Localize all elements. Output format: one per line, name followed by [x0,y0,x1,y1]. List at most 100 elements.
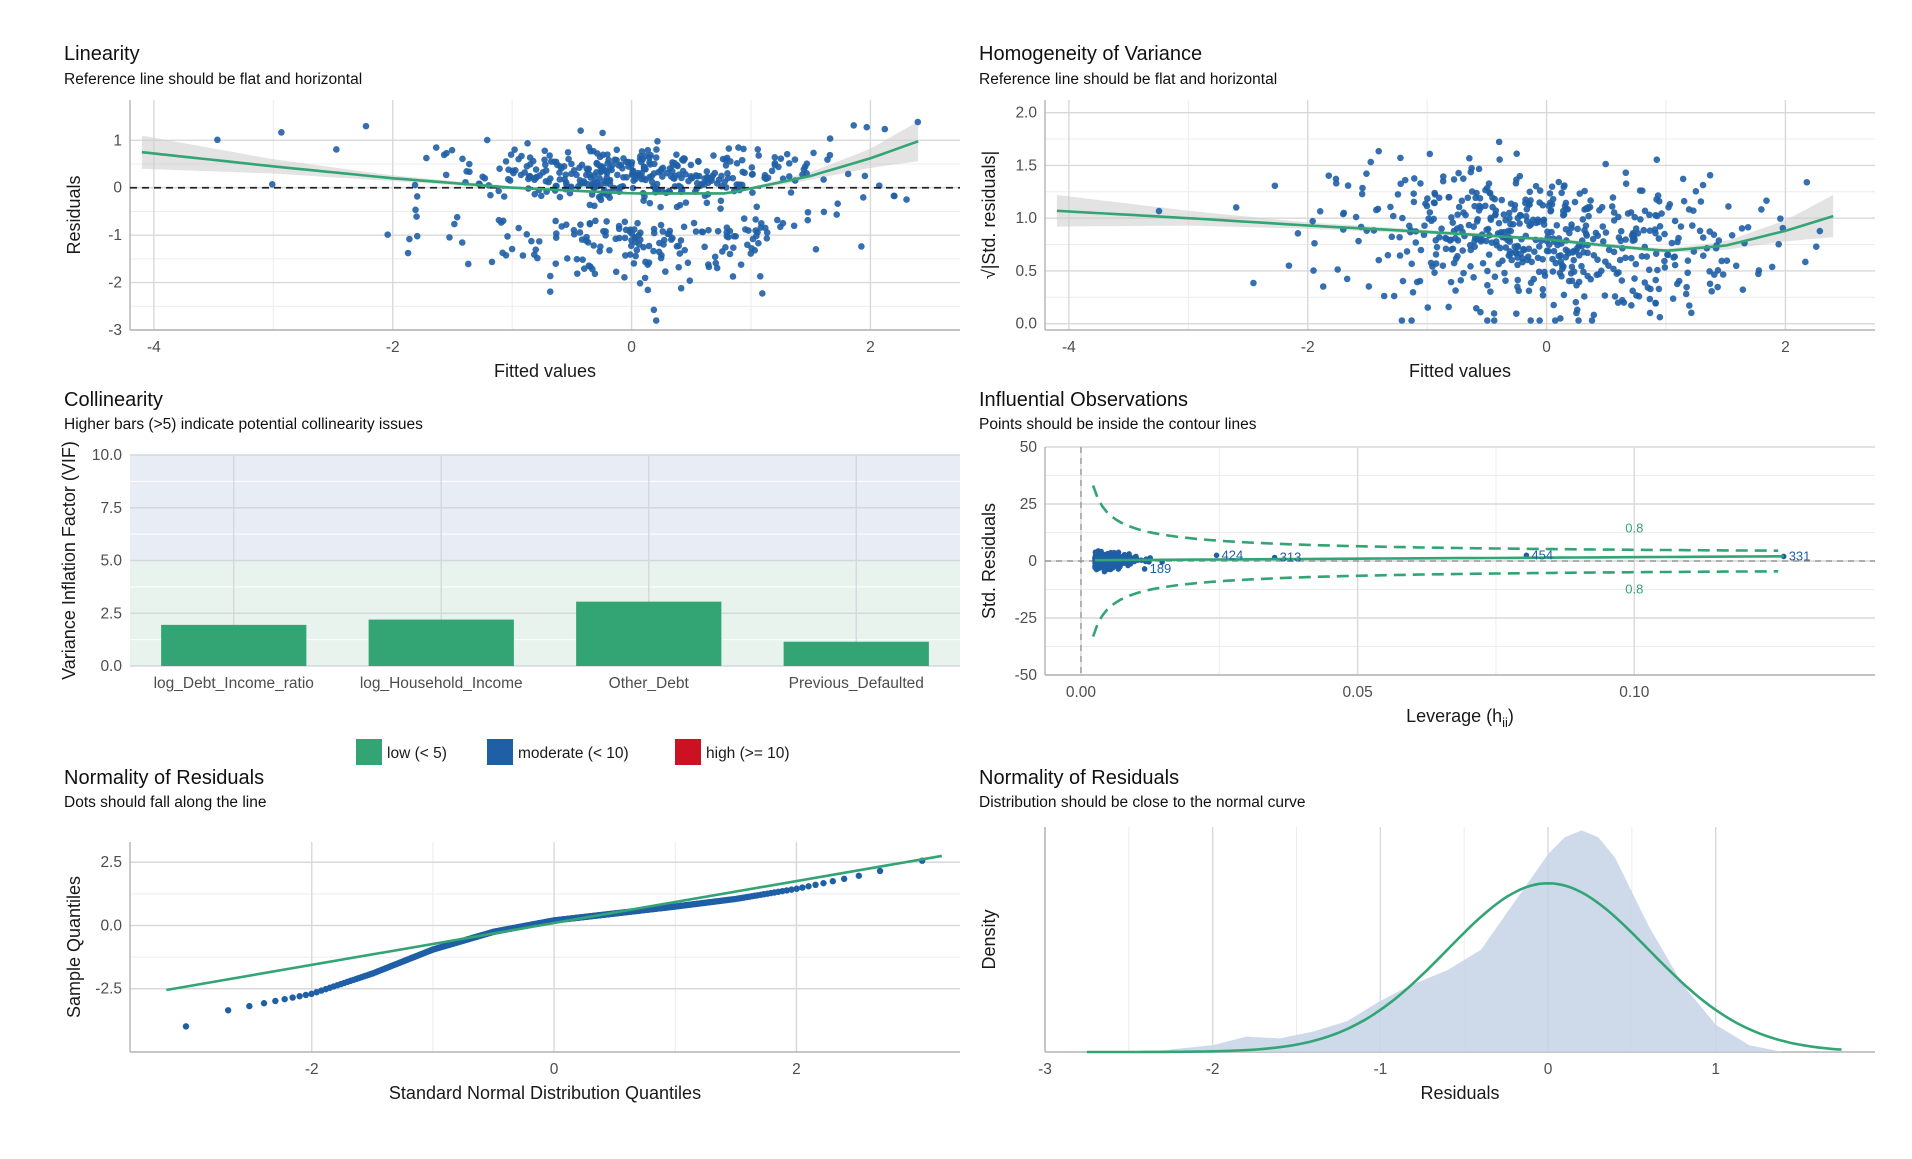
data-point [777,223,784,231]
data-point [1617,227,1625,235]
data-point [570,167,578,174]
data-point [1294,230,1302,237]
data-point [833,211,841,218]
reference-line [166,854,943,992]
y-axis-title: Density [979,909,999,969]
data-point [1653,156,1661,163]
data-point [1575,252,1583,259]
data-point [725,145,733,152]
data-point [855,872,863,879]
data-point [605,156,612,164]
data-point [652,317,660,324]
data-point [719,155,727,163]
data-point [682,170,689,178]
data-point [1334,266,1341,273]
data-point [1549,255,1556,263]
data-point [296,993,303,1000]
data-point [1462,211,1469,219]
data-point [1113,562,1120,569]
data-point [881,125,889,133]
data-point [483,136,491,144]
data-point [1399,214,1406,222]
data-point [591,202,598,210]
data-point [1574,225,1581,233]
data-point [1499,257,1506,264]
data-point [1578,262,1585,270]
data-point [1332,180,1340,187]
data-point [1514,254,1521,261]
data-point [182,1023,190,1030]
x-tick-label: -2 [1301,339,1315,356]
data-point [681,246,688,254]
data-point [1534,254,1542,262]
data-point [525,172,533,180]
x-tick-label: -2 [305,1061,319,1078]
data-point [730,244,737,252]
data-point [1668,239,1676,247]
data-point [1447,278,1455,286]
data-point [1540,216,1548,224]
data-point [1536,317,1543,324]
data-point [612,235,619,243]
legend-label: moderate (< 10) [518,745,629,762]
data-point [565,155,572,163]
data-point [1630,231,1637,239]
data-point [1573,309,1580,317]
data-point [613,146,621,154]
data-point [532,166,540,173]
data-point [1409,288,1417,296]
data-point [729,273,737,280]
data-point [628,159,636,166]
data-point [1655,285,1663,293]
data-point [1643,253,1651,260]
data-point [1479,259,1487,267]
data-point [692,228,700,235]
data-point [1689,222,1696,229]
data-point [404,249,412,257]
data-point [777,155,785,162]
data-point [645,242,653,250]
data-point [507,151,515,158]
data-point [1502,277,1509,284]
data-point [1718,257,1726,265]
data-point [1559,211,1567,219]
data-point [1496,244,1504,252]
data-point [1622,169,1630,177]
data-point [738,156,746,164]
data-point [640,175,647,182]
data-point [1562,199,1570,207]
panel-title: Linearity [64,43,140,65]
data-point [535,238,543,245]
data-point [1568,221,1575,228]
data-point [1475,165,1483,173]
data-point [783,150,791,158]
data-point [278,129,285,136]
data-point [686,277,694,284]
data-point [1589,235,1597,243]
data-point [1522,213,1530,220]
data-point [1438,225,1445,233]
data-point [749,170,756,178]
data-point [1608,203,1616,210]
data-point [606,165,614,172]
data-point [1610,248,1618,256]
data-point [1285,262,1293,269]
data-point [712,259,720,267]
data-point [552,217,559,225]
y-axis-title: √|Std. residuals| [979,151,999,279]
data-point [1551,317,1559,324]
data-point [657,254,665,262]
y-tick-label: 0.0 [100,917,122,934]
data-point [432,144,440,151]
panel-title: Normality of Residuals [979,767,1179,789]
data-point [1352,213,1360,221]
data-point [771,154,779,161]
data-point [1816,227,1824,235]
data-point [1599,223,1607,230]
data-point [1517,212,1525,219]
data-point [1396,252,1404,259]
x-tick-label: 0 [627,339,636,356]
panel-title: Influential Observations [979,389,1188,411]
data-point [1535,243,1543,250]
data-point [446,234,453,241]
